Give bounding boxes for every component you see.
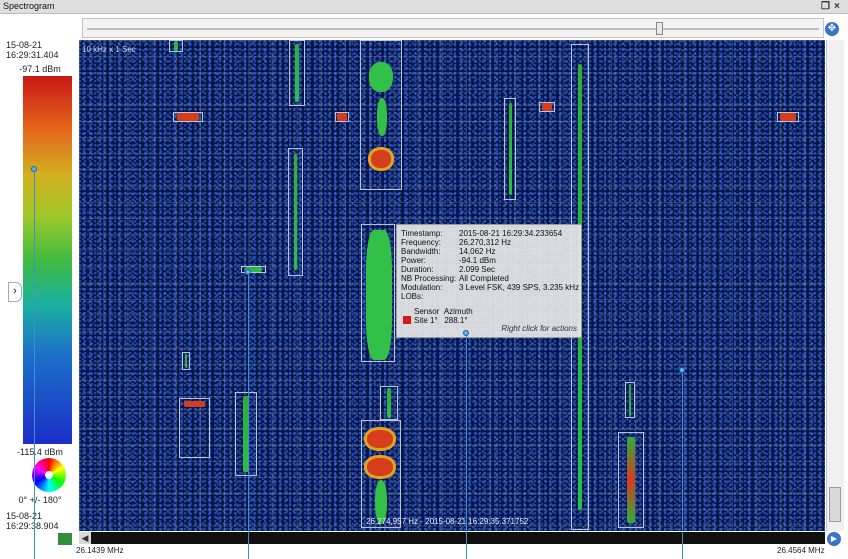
signal-box[interactable]	[360, 40, 402, 190]
signal-box[interactable]	[539, 102, 555, 112]
frequency-end-label: 26.4564 MHz	[777, 546, 825, 555]
slider-track	[87, 28, 819, 30]
signal-box[interactable]	[173, 112, 203, 122]
close-window-button[interactable]: ×	[834, 1, 840, 12]
title-bar: Spectrogram ❐ ×	[0, 0, 848, 14]
marker-dot[interactable]	[463, 330, 469, 336]
expand-left-icon[interactable]: ›	[8, 282, 22, 302]
lob-header-sensor: Sensor	[414, 307, 440, 316]
lob-sensor: Site 1°	[414, 316, 438, 325]
marker-dot[interactable]	[679, 367, 685, 373]
marker-dot[interactable]	[31, 166, 37, 172]
grip-icon[interactable]	[58, 533, 72, 545]
time-range-slider[interactable]	[82, 18, 824, 38]
signal-burst	[375, 480, 387, 524]
lob-azimuth: 288.1°	[444, 316, 468, 325]
power-colorbar	[23, 76, 72, 444]
start-date: 15-08-21	[6, 40, 43, 50]
horizontal-scrollbar[interactable]: ◀	[79, 532, 825, 544]
signal-box[interactable]	[179, 398, 210, 458]
signal-burst	[371, 150, 391, 168]
vertical-scrollbar[interactable]	[826, 40, 844, 531]
colorbar-max-label: -97.1 dBm	[19, 64, 61, 74]
signal-box[interactable]	[169, 40, 183, 52]
signal-box[interactable]	[235, 392, 257, 476]
lob-table-header: Sensor Azimuth	[414, 307, 473, 316]
marker-line	[466, 333, 467, 559]
signal-box[interactable]	[182, 352, 190, 370]
signal-burst	[366, 230, 392, 360]
frequency-start-label: 26.1439 MHz	[76, 546, 124, 555]
vertical-scroll-thumb[interactable]	[829, 487, 841, 522]
lob-wheel-label: 0° +/- 180°	[18, 495, 62, 505]
sensor-color-swatch	[403, 316, 411, 324]
signal-burst	[377, 98, 387, 136]
signal-box[interactable]	[618, 432, 644, 528]
marker-dot[interactable]	[245, 269, 251, 275]
signal-box[interactable]	[288, 148, 303, 276]
signal-box[interactable]	[241, 266, 266, 273]
end-time: 16:29:38.904	[6, 521, 59, 531]
signal-box[interactable]	[380, 386, 398, 420]
colorbar-min-label: -115.4 dBm	[17, 447, 63, 457]
cursor-readout: 26,274,957 Hz - 2015-08-21 16:29:35.3717…	[366, 517, 529, 526]
lob-header-azimuth: Azimuth	[443, 307, 473, 316]
lob-row: Site 1° 288.1°	[403, 316, 468, 325]
signal-box[interactable]	[335, 112, 349, 122]
start-time: 16:29:31.404	[6, 50, 59, 60]
signal-box[interactable]	[777, 112, 799, 122]
scroll-left-icon[interactable]: ◀	[79, 532, 91, 544]
marker-line	[34, 169, 35, 559]
play-icon[interactable]: ▶	[827, 532, 841, 546]
slider-thumb[interactable]	[656, 22, 663, 35]
tooltip-hint: Right click for actions	[501, 324, 577, 333]
signal-burst	[369, 62, 393, 92]
signal-box[interactable]	[625, 382, 635, 418]
signal-burst	[367, 458, 393, 476]
signal-box[interactable]	[289, 40, 305, 106]
signal-tooltip: Timestamp: 2015-08-21 16:29:34.233654 Fre…	[396, 224, 582, 338]
signal-burst	[367, 430, 393, 448]
signal-box[interactable]	[504, 98, 516, 200]
resolution-label: 10 kHz x 1 Sec	[82, 45, 136, 54]
restore-window-button[interactable]: ❐	[821, 1, 830, 12]
lob-color-wheel[interactable]	[32, 458, 66, 492]
signal-box[interactable]	[361, 224, 395, 362]
marker-line	[248, 272, 249, 559]
zoom-fit-icon[interactable]: ✥	[825, 22, 839, 36]
end-date: 15-08-21	[6, 511, 43, 521]
signal-box[interactable]	[361, 420, 401, 528]
window-title: Spectrogram	[3, 1, 55, 11]
marker-line	[682, 370, 683, 559]
